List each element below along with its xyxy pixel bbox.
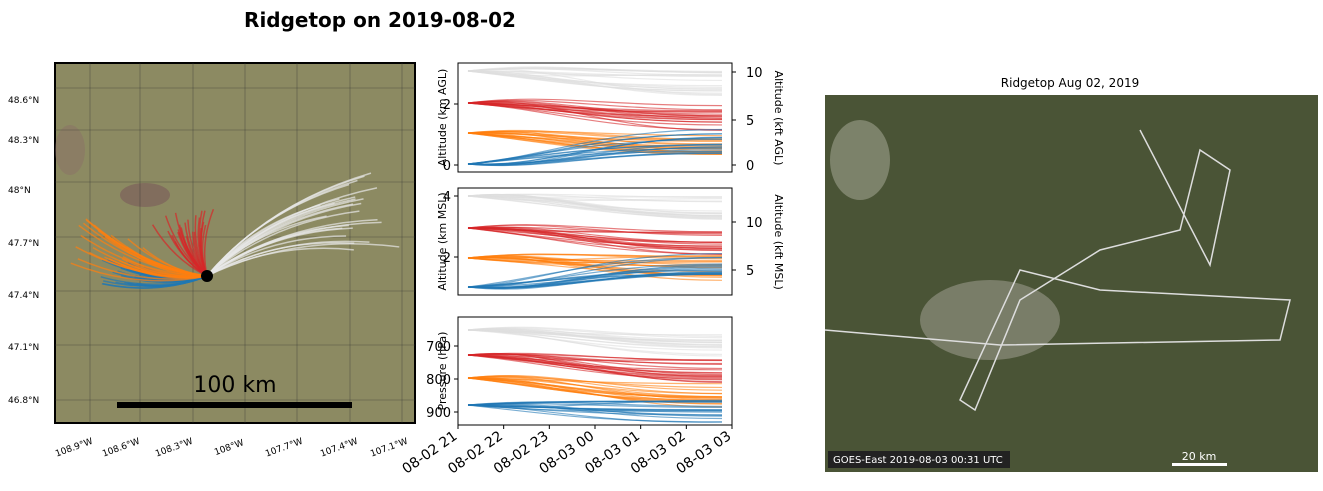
- trajectory-line: [467, 224, 723, 233]
- y2-tick-label: 0: [746, 159, 754, 174]
- y2-tick-label: 10: [746, 66, 763, 81]
- trajectory-line: [467, 377, 723, 385]
- lat-label: 47.1°N: [8, 343, 39, 353]
- trajectory-line: [467, 227, 723, 233]
- timestamp-box: [828, 451, 1010, 468]
- map-frame: [54, 62, 416, 424]
- trajectory-line: [467, 193, 723, 199]
- map-trajectory: [206, 210, 360, 277]
- lat-label: 47.4°N: [8, 291, 39, 301]
- trajectory-line: [467, 152, 723, 165]
- map-trajectory: [97, 229, 208, 277]
- trajectory-line: [467, 263, 723, 288]
- map-trajectory: [203, 208, 215, 277]
- y-tick-label: 800: [426, 373, 451, 388]
- y2-axis-label: Altitude (kft MSL): [772, 194, 785, 290]
- lat-label: 46.8°N: [8, 396, 39, 406]
- trajectory-line: [467, 100, 723, 117]
- y-tick-label: 900: [426, 406, 451, 421]
- trajectory-line: [467, 354, 723, 380]
- map-trajectory: [206, 227, 343, 277]
- y-tick-label: 2: [443, 98, 451, 113]
- lon-label: 107.1°W: [369, 437, 409, 460]
- smoke: [920, 280, 1060, 360]
- terrain: [120, 183, 170, 207]
- lat-label: 47.7°N: [8, 239, 39, 249]
- trajectory-line: [467, 70, 723, 77]
- trajectory-line: [467, 102, 723, 119]
- map-trajectory: [206, 187, 378, 277]
- trajectory-line: [467, 326, 723, 337]
- trajectory-line: [467, 329, 723, 355]
- trajectory-line: [467, 70, 723, 92]
- y2-axis-label: Altitude (kft AGL): [772, 71, 785, 166]
- sat-scale-bar: [1172, 463, 1227, 466]
- trajectory-line: [467, 273, 723, 289]
- lon-label: 108.6°W: [101, 437, 141, 460]
- trajectory-line: [467, 195, 723, 217]
- trajectory-line: [467, 403, 723, 420]
- trajectory-line: [467, 257, 723, 288]
- flight-track: [824, 129, 1291, 412]
- y-tick-label: 2: [443, 251, 451, 266]
- lon-label: 108°W: [213, 438, 245, 458]
- y2-tick-label: 5: [746, 264, 754, 279]
- y-tick-label: 700: [426, 340, 451, 355]
- trajectory-line: [467, 68, 723, 73]
- trajectory-line: [467, 102, 723, 115]
- satellite-title: Ridgetop Aug 02, 2019: [1001, 76, 1139, 90]
- y-tick-label: 0: [443, 159, 451, 174]
- lat-label: 48°N: [8, 186, 31, 196]
- trajectory-line: [467, 377, 723, 398]
- trajectory-line: [467, 256, 723, 288]
- trajectory-line: [467, 354, 723, 379]
- trajectory-line: [467, 146, 723, 166]
- y-axis-label: Altitude (km MSL): [436, 192, 449, 290]
- lat-label: 48.6°N: [8, 96, 39, 106]
- lon-label: 108.3°W: [154, 437, 194, 460]
- cloud: [830, 120, 890, 200]
- trajectory-line: [467, 102, 723, 131]
- lon-label: 108.9°W: [54, 437, 94, 460]
- trajectory-line: [467, 353, 723, 378]
- trajectory-line: [467, 354, 723, 365]
- figure-title: Ridgetop on 2019-08-02: [244, 8, 516, 32]
- lon-label: 107.7°W: [264, 437, 304, 460]
- trajectory-line: [467, 253, 723, 259]
- timestamp: GOES-East 2019-08-03 00:31 UTC: [833, 455, 1003, 466]
- scale-label: 100 km: [193, 373, 276, 398]
- map-trajectory: [206, 247, 354, 277]
- trajectory-line: [467, 329, 723, 344]
- trajectory-line: [467, 132, 723, 149]
- trajectory-line: [467, 143, 723, 165]
- y2-tick-label: 10: [746, 216, 763, 231]
- lat-label: 48.3°N: [8, 136, 39, 146]
- scale-bar: [117, 402, 352, 408]
- trajectory-line: [467, 404, 723, 416]
- trajectory-line: [467, 70, 723, 82]
- y-axis-label: Pressure (hPa): [436, 332, 449, 411]
- trajectory-line: [467, 265, 723, 289]
- trajectory-line: [467, 257, 723, 262]
- y-tick-label: 4: [443, 190, 451, 205]
- terrain: [55, 125, 85, 175]
- y-axis-label: Altitude (km AGL): [436, 69, 449, 167]
- launch-site: [201, 270, 213, 282]
- trajectory-line: [467, 257, 723, 264]
- trajectory-line: [467, 98, 723, 107]
- map-trajectory: [101, 275, 208, 289]
- lon-label: 107.4°W: [319, 437, 359, 460]
- map-trajectory: [70, 262, 208, 282]
- trajectory-line: [467, 195, 723, 202]
- map-trajectory: [206, 204, 321, 277]
- y2-tick-label: 5: [746, 114, 754, 129]
- trajectory-line: [467, 227, 723, 245]
- sat-scale-label: 20 km: [1182, 450, 1217, 463]
- trajectory-line: [467, 102, 723, 123]
- trajectory-line: [467, 401, 723, 407]
- map-trajectory: [108, 258, 208, 279]
